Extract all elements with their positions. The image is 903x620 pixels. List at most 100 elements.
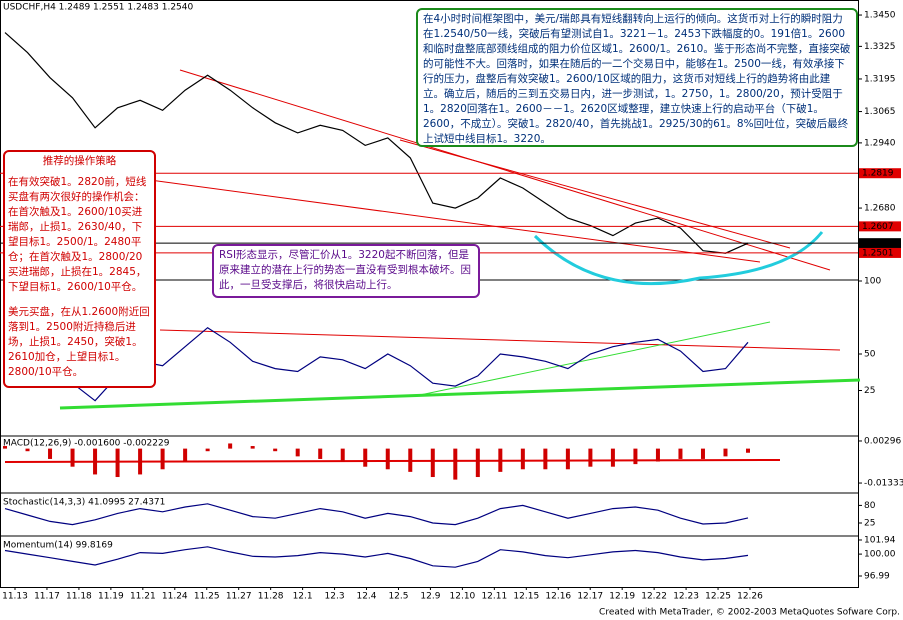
macd-bar — [520, 448, 525, 470]
x-tick-label: 12.23 — [673, 592, 699, 602]
stochastic-header: Stochastic(14,3,3) 41.0995 27.4371 — [3, 498, 165, 508]
macd-bar — [498, 448, 503, 472]
trend-line — [149, 179, 761, 263]
trend-line — [179, 69, 831, 271]
y-tick-label: 101.94 — [864, 535, 896, 545]
rsi-note: RSI形态显示，尽管汇价从1。3220起不断回落，但是原来建立的潜在上行的势态一… — [212, 244, 480, 298]
arc-pattern — [533, 231, 824, 286]
x-tick-label: 11.21 — [130, 592, 156, 602]
price-level-box — [859, 238, 901, 249]
x-tick-label: 12.1 — [293, 592, 313, 602]
y-tick-label: 100.00 — [864, 550, 896, 560]
y-tick-label: 1.2940 — [864, 138, 896, 148]
macd-bar — [25, 448, 30, 452]
price-level-label: 1.2540 — [862, 239, 894, 249]
macd-bar — [430, 448, 435, 478]
y-tick-label: 96.99 — [864, 572, 890, 582]
macd-bar — [93, 448, 98, 475]
frame — [0, 0, 859, 588]
macd-bar — [160, 448, 165, 470]
y-tick-label: 1.3065 — [864, 107, 896, 117]
x-tick-label: 12.3 — [325, 592, 345, 602]
macd-bar — [610, 448, 615, 467]
macd-bar — [723, 448, 728, 457]
x-tick-label: 12.10 — [450, 592, 476, 602]
macd-bar — [633, 448, 638, 465]
y-tick-label: 1.3325 — [864, 42, 896, 52]
trend-line — [399, 139, 791, 249]
macd-bar — [228, 443, 233, 449]
x-tick-label: 11.17 — [34, 592, 60, 602]
indicator-line — [4, 546, 749, 568]
y-tick-label: 1.3450 — [864, 11, 896, 21]
x-tick-label: 12.26 — [737, 592, 763, 602]
y-tick-label: 25 — [864, 386, 875, 396]
price-level-box — [859, 247, 901, 258]
support-line — [419, 321, 771, 396]
indicator-line — [4, 503, 749, 526]
strategy-note: 推荐的操作策略 在有效突破1。2820前，短线买盘有两次很好的操作机会：在首次触… — [3, 150, 156, 388]
macd-bar — [453, 448, 458, 480]
trend-line — [159, 329, 841, 351]
macd-bar — [138, 448, 143, 475]
macd-header: MACD(12,26,9) -0.001600 -0.002229 — [3, 439, 170, 449]
momentum-header: Momentum(14) 99.8169 — [3, 541, 113, 551]
x-tick-label: 12.5 — [388, 592, 408, 602]
macd-bar — [700, 448, 705, 459]
analysis-note: 在4小时时间框架图中，美元/瑞郎具有短线翻转向上运行的倾向。这货币对上行的瞬时阻… — [416, 8, 858, 147]
y-tick-label: 0.00296 — [864, 436, 901, 446]
x-tick-label: 12.17 — [577, 592, 603, 602]
y-tick-label: -0.01333 — [864, 479, 903, 489]
strategy-line: 美元买盘，在从1.2600附近回落到1。2500附近持稳后进场，止损1。2450… — [8, 306, 150, 378]
x-tick-label: 12.25 — [705, 592, 731, 602]
trend-line — [4, 459, 781, 463]
price-level-box — [859, 168, 901, 179]
x-tick-label: 12.4 — [356, 592, 376, 602]
y-tick-label: 80 — [864, 501, 876, 511]
footer: Created with MetaTrader, © 2002-2003 Met… — [599, 608, 900, 618]
macd-bar — [3, 446, 7, 449]
price-header: USDCHF,H4 1.2489 1.2551 1.2483 1.2540 — [3, 3, 193, 13]
y-tick-label: 1.2680 — [864, 204, 896, 214]
macd-bar — [408, 448, 413, 472]
macd-bar — [475, 448, 480, 478]
x-tick-label: 12.15 — [513, 592, 539, 602]
macd-bar — [340, 448, 345, 462]
macd-bar — [565, 448, 570, 470]
y-tick-label: 25 — [864, 519, 875, 529]
macd-bar — [295, 448, 300, 457]
macd-bar — [588, 448, 593, 467]
x-tick-label: 11.28 — [258, 592, 284, 602]
y-tick-label: 1.3195 — [864, 74, 896, 84]
x-tick-label: 11.19 — [98, 592, 124, 602]
x-tick-label: 12.22 — [641, 592, 667, 602]
macd-bar — [250, 446, 255, 449]
y-tick-label: 50 — [864, 350, 876, 360]
macd-bar — [655, 448, 660, 462]
y-tick-label: 100 — [864, 277, 881, 287]
macd-bar — [205, 448, 210, 452]
support-line — [59, 378, 861, 410]
x-tick-label: 11.24 — [162, 592, 188, 602]
macd-bar — [543, 448, 548, 470]
x-tick-label: 12.19 — [609, 592, 635, 602]
price-level-label: 1.2819 — [862, 169, 894, 179]
macd-bar — [183, 448, 188, 462]
strategy-line: 在有效突破1。2820前，短线买盘有两次很好的操作机会：在首次触及1。2600/… — [8, 176, 147, 293]
macd-bar — [273, 448, 278, 452]
macd-bar — [115, 448, 120, 478]
x-tick-label: 11.27 — [226, 592, 252, 602]
strategy-title: 推荐的操作策略 — [42, 155, 117, 167]
macd-bar — [678, 448, 683, 459]
macd-bar — [70, 448, 75, 467]
x-tick-label: 11.18 — [66, 592, 92, 602]
macd-bar — [48, 448, 53, 459]
x-tick-label: 11.25 — [194, 592, 220, 602]
x-tick-label: 11.13 — [2, 592, 28, 602]
x-tick-label: 12.11 — [481, 592, 507, 602]
macd-bar — [318, 448, 323, 459]
price-level-label: 1.2607 — [862, 222, 894, 232]
price-level-label: 1.2501 — [862, 248, 894, 258]
